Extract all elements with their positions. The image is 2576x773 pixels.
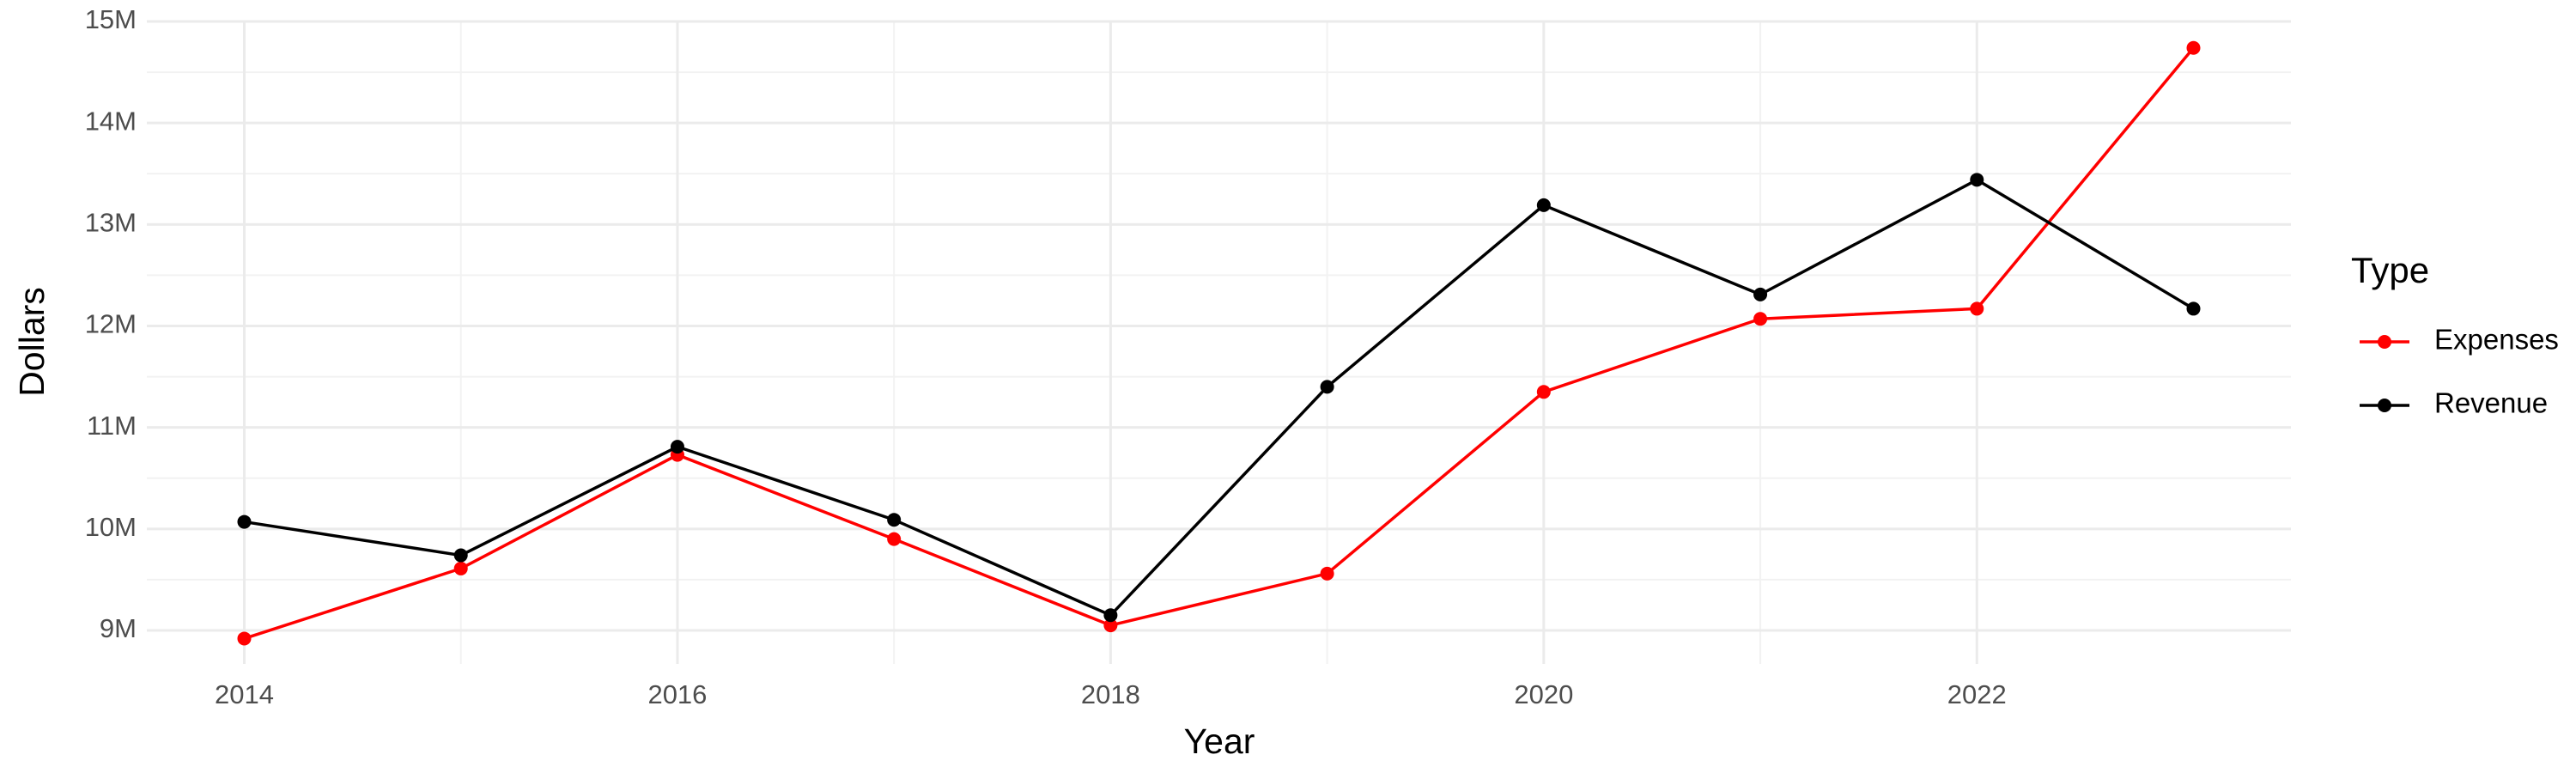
data-point xyxy=(2186,40,2201,55)
data-point xyxy=(237,631,252,646)
y-axis-title: Dollars xyxy=(12,287,52,397)
legend-key-point xyxy=(2378,399,2391,412)
series-line xyxy=(243,46,2195,641)
data-point xyxy=(887,532,902,546)
data-point xyxy=(1320,566,1334,581)
data-point xyxy=(887,513,902,527)
x-tick-label: 2014 xyxy=(215,679,274,709)
data-point xyxy=(1103,618,1118,633)
x-tick-label: 2020 xyxy=(1514,679,1573,709)
data-point xyxy=(2186,301,2201,316)
data-point xyxy=(1753,312,1768,326)
data-point xyxy=(1536,198,1551,212)
y-tick-label: 11M xyxy=(87,411,137,441)
legend-key-point xyxy=(2378,335,2391,349)
y-tick-label: 14M xyxy=(85,106,137,136)
y-tick-label: 12M xyxy=(85,309,137,339)
data-point xyxy=(1970,301,1984,316)
y-tick-label: 10M xyxy=(85,512,137,542)
series-line xyxy=(244,178,2195,618)
x-tick-label: 2018 xyxy=(1081,679,1140,709)
x-tick-label: 2022 xyxy=(1947,679,2007,709)
y-tick-label: 15M xyxy=(85,4,137,34)
y-tick-label: 9M xyxy=(100,613,137,643)
legend-label: Expenses xyxy=(2434,324,2559,356)
data-point xyxy=(1320,380,1334,394)
data-point xyxy=(1103,608,1118,623)
data-point xyxy=(453,561,468,575)
y-tick-label: 13M xyxy=(85,208,137,238)
data-point xyxy=(453,548,468,563)
data-point xyxy=(1970,173,1984,187)
legend-title: Type xyxy=(2351,250,2429,290)
data-point xyxy=(1753,287,1768,301)
data-point xyxy=(237,514,252,529)
data-point xyxy=(1536,385,1551,399)
x-axis-title: Year xyxy=(1184,721,1255,761)
legend-label: Revenue xyxy=(2434,387,2548,419)
x-tick-label: 2016 xyxy=(647,679,707,709)
data-point xyxy=(670,440,684,454)
